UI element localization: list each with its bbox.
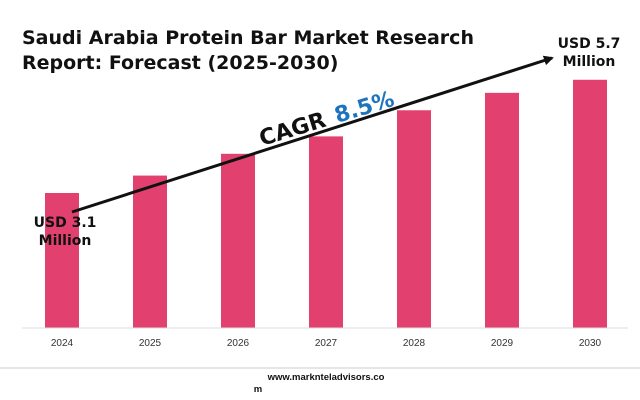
bar-2024: [45, 193, 79, 328]
chart-title-line1: Saudi Arabia Protein Bar Market Research: [22, 27, 474, 49]
x-tick-label: 2026: [227, 338, 250, 349]
cagr-trend-arrow: [71, 55, 554, 214]
x-tick-label: 2028: [403, 338, 426, 349]
chart-title-line2: Report: Forecast (2025-2030): [22, 52, 338, 74]
x-tick-label: 2030: [579, 338, 602, 349]
x-tick-labels: 2024 2025 2026 2027 2028 2029 2030: [51, 338, 602, 349]
x-tick-label: 2029: [491, 338, 514, 349]
bar-2030: [573, 79, 607, 328]
bar-2029: [485, 92, 519, 328]
x-tick-label: 2024: [51, 338, 74, 349]
bars-group: [45, 79, 607, 329]
x-tick-label: 2027: [315, 338, 338, 349]
bar-2027: [309, 136, 343, 328]
bar-2025: [133, 175, 167, 328]
bar-2028: [397, 110, 431, 329]
x-tick-label: 2025: [139, 338, 162, 349]
end-value-line2: Million: [563, 54, 616, 70]
footer-website-line2: m: [254, 384, 262, 395]
start-value-line2: Million: [39, 233, 92, 249]
cagr-value: 8.5%: [332, 87, 398, 129]
footer-website-line1: www.marknteladvisors.co: [267, 372, 385, 383]
start-value-line1: USD 3.1: [34, 215, 97, 231]
bar-2026: [221, 153, 255, 328]
end-value-line1: USD 5.7: [558, 36, 621, 52]
